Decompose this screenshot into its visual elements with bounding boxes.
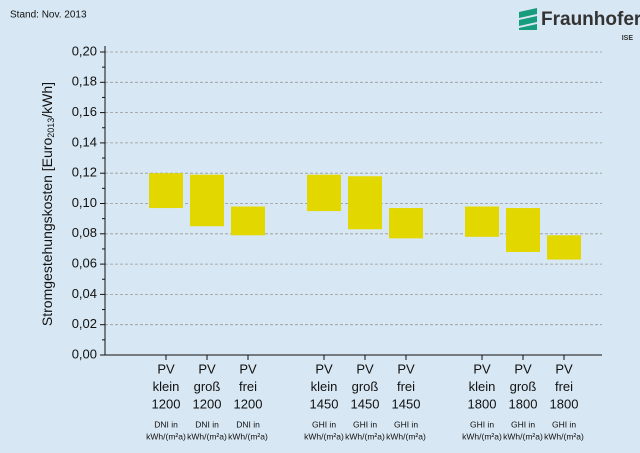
x-sub-label: GHI in [552,419,576,429]
x-sub-label: kWh/(m²a) [462,431,502,441]
y-axis-label: Stromgestehungskosten [Euro2013/kWh] [39,82,57,326]
x-sub-label: kWh/(m²a) [304,431,344,441]
x-sub-label: DNI in [236,419,260,429]
x-tick-label: PV [514,361,532,376]
x-tick-label: 1200 [152,396,181,411]
x-sub-label: kWh/(m²a) [544,431,584,441]
y-tick-label: 0,16 [72,104,97,119]
y-tick-label: 0,20 [72,43,97,58]
bar [307,174,341,212]
note: Stand: Nov. 2013 [10,10,87,21]
x-sub-label: kWh/(m²a) [503,431,543,441]
x-tick-label: klein [311,379,338,394]
x-tick-label: PV [356,361,374,376]
x-sub-label: kWh/(m²a) [345,431,385,441]
x-sub-label: GHI in [511,419,535,429]
x-sub-label: GHI in [312,419,336,429]
x-tick-label: PV [473,361,491,376]
x-tick-label: PV [315,361,333,376]
logo-text: Fraunhofer [541,9,640,30]
x-sub-label: kWh/(m²a) [187,431,227,441]
x-sub-label: GHI in [470,419,494,429]
bar [389,208,423,239]
x-tick-label: frei [239,379,257,394]
x-sub-label: DNI in [154,419,178,429]
bar [465,206,499,237]
y-label-sub: 2013 [46,118,56,138]
x-sub-label: kWh/(m²a) [386,431,426,441]
x-tick-label: frei [397,379,415,394]
y-tick-label: 0,04 [72,286,97,301]
x-tick-label: 1800 [509,396,538,411]
y-tick-label: 0,14 [72,134,97,149]
x-sub-label: kWh/(m²a) [228,431,268,441]
x-tick-label: groß [510,379,537,394]
x-tick-label: PV [397,361,415,376]
x-tick-label: 1200 [234,396,263,411]
bar [506,208,540,252]
x-tick-label: 1800 [468,396,497,411]
x-tick-label: PV [239,361,257,376]
x-sub-label: GHI in [353,419,377,429]
x-tick-label: groß [194,379,221,394]
x-tick-label: 1450 [351,396,380,411]
x-sub-label: GHI in [394,419,418,429]
x-tick-label: 1450 [310,396,339,411]
y-tick-label: 0,12 [72,165,97,180]
x-sub-label: kWh/(m²a) [146,431,186,441]
x-tick-label: 1450 [392,396,421,411]
logo-icon [519,8,537,30]
logo-sub: ISE [622,35,634,42]
y-tick-label: 0,00 [72,346,97,361]
x-tick-label: frei [555,379,573,394]
x-tick-label: 1800 [550,396,579,411]
bar [231,206,265,236]
y-tick-label: 0,10 [72,195,97,210]
x-tick-label: PV [555,361,573,376]
logo: Fraunhofer ISE [519,8,640,42]
bar [348,176,382,230]
y-label-part: /kWh] [39,82,55,118]
x-tick-label: PV [198,361,216,376]
y-label-part: Stromgestehungskosten [Euro [39,138,55,327]
bar [547,235,581,260]
x-tick-label: klein [153,379,180,394]
x-sub-label: DNI in [195,419,219,429]
x-tick-label: groß [352,379,379,394]
y-tick-label: 0,02 [72,316,97,331]
x-tick-label: klein [469,379,496,394]
bar [149,173,183,209]
y-tick-label: 0,18 [72,74,97,89]
y-tick-label: 0,08 [72,225,97,240]
y-tick-label: 0,06 [72,256,97,271]
x-tick-label: 1200 [193,396,222,411]
bar [190,174,224,227]
x-tick-label: PV [157,361,175,376]
